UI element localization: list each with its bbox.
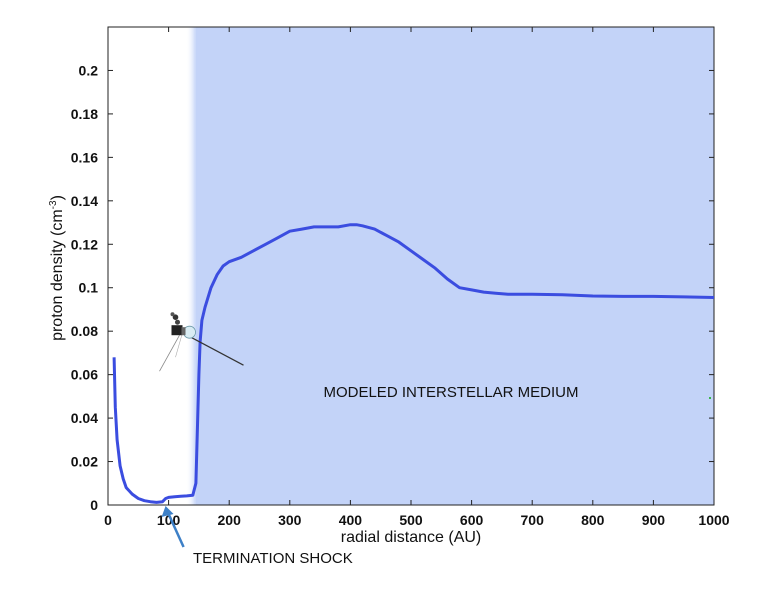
x-axis-label: radial distance (AU) xyxy=(341,529,482,546)
y-tick-label: 0.02 xyxy=(71,454,98,470)
y-tick-label: 0.1 xyxy=(79,280,99,296)
termination-shock-annotation: TERMINATION SHOCK xyxy=(193,550,353,567)
y-tick-label: 0.12 xyxy=(71,236,98,252)
y-tick-label: 0.16 xyxy=(71,149,98,165)
y-tick-label: 0.08 xyxy=(71,323,98,339)
y-axis-label-superscript: -3 xyxy=(48,200,59,209)
x-tick-label: 300 xyxy=(278,512,302,528)
y-axis-label: proton density (cm-3) xyxy=(48,195,66,341)
interstellar-medium-shade xyxy=(185,27,714,505)
x-tick-label: 1000 xyxy=(698,512,729,528)
y-axis: 0 0.02 0.04 0.06 0.08 0.1 0.12 0.14 0.16 0.18 0.2 xyxy=(71,62,714,513)
up-arrow-icon xyxy=(161,506,185,548)
medium-annotation: MODELED INTERSTELLAR MEDIUM xyxy=(323,384,578,401)
shade-region xyxy=(195,27,714,505)
series-line-proton-density xyxy=(112,223,715,504)
x-tick-label: 800 xyxy=(581,512,605,528)
y-tick-label: 0.06 xyxy=(71,367,98,383)
x-tick-label: 700 xyxy=(521,512,545,528)
y-tick-label: 0.04 xyxy=(71,410,98,426)
y-tick-label: 0.14 xyxy=(71,193,98,209)
y-tick-label: 0.18 xyxy=(71,106,98,122)
y-tick-label: 0 xyxy=(90,497,98,513)
x-tick-label: 900 xyxy=(642,512,666,528)
x-tick-label: 0 xyxy=(104,512,112,528)
shade-fade xyxy=(185,27,196,505)
x-tick-label: 600 xyxy=(460,512,484,528)
x-tick-label: 400 xyxy=(339,512,363,528)
voyager-spacecraft-icon xyxy=(159,312,244,372)
y-tick-label: 0.2 xyxy=(79,62,99,78)
green-dot-marker xyxy=(709,397,711,399)
x-tick-label: 500 xyxy=(399,512,423,528)
x-axis: 0 100 200 300 400 500 600 700 800 900 1000 xyxy=(104,27,730,528)
x-tick-label: 200 xyxy=(218,512,242,528)
